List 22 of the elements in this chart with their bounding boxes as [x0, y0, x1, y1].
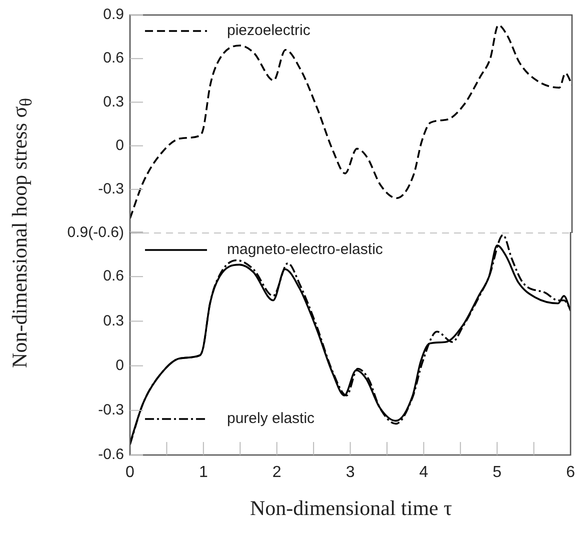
y-tick-label: -0.3 [98, 180, 124, 198]
y-tick-label: -0.3 [98, 402, 124, 419]
y-tick-label: 0.9 [103, 6, 124, 24]
x-axis-title: Non-dimensional time τ [250, 496, 452, 521]
x-tick-label: 1 [198, 464, 208, 482]
x-tick-label: 4 [419, 464, 428, 482]
y-tick-label: 0 [116, 356, 124, 374]
y-tick-label: 0.6 [103, 50, 124, 67]
legend-label: purely elastic [227, 410, 316, 428]
y-tick-label: 0.3 [103, 93, 124, 110]
x-tick-label: 3 [346, 464, 355, 482]
y-tick-label: 0 [116, 136, 124, 154]
y-tick-label: -0.6 [98, 446, 124, 464]
legend-label: piezoelectric [227, 22, 311, 40]
legend-label: magneto-electro-elastic [227, 241, 384, 258]
x-tick-label: 2 [272, 464, 282, 482]
y-tick-label: 0.9(-0.6) [67, 224, 124, 242]
x-tick-label: 5 [492, 464, 502, 482]
line-series [130, 24, 572, 220]
y-tick-label: 0.6 [103, 268, 124, 285]
y-tick-label: 0.3 [103, 312, 124, 330]
x-tick-label: 6 [566, 464, 576, 482]
